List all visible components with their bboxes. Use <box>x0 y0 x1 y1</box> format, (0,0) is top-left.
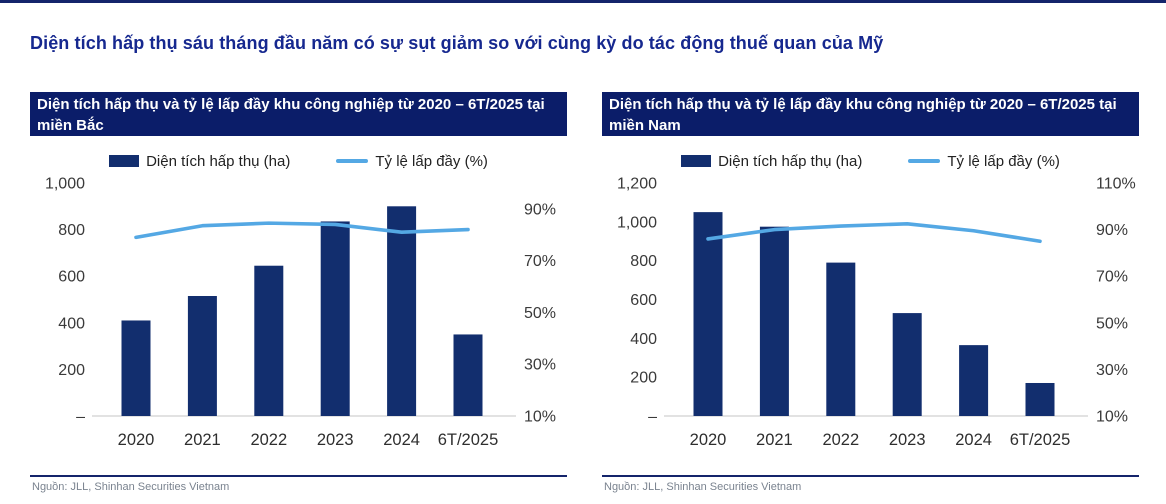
x-axis-label: 2021 <box>756 431 793 449</box>
x-axis-label: 2022 <box>822 431 859 449</box>
chart-svg: 1,000 800 600 400 200 – 90% 70% 50% 30% 10% 2020 202… <box>45 176 556 450</box>
legend-bar-label: Diện tích hấp thụ (ha) <box>146 152 291 170</box>
bar-2024 <box>959 345 989 416</box>
legend-item-occupancy: Tỷ lệ lấp đầy (%) <box>908 153 1060 170</box>
left-axis-tick-label: 1,000 <box>617 214 657 231</box>
left-axis-tick-label: – <box>76 409 85 426</box>
legend-north: Diện tích hấp thụ (ha) Tỷ lệ lấp đầy (%) <box>30 152 567 170</box>
right-axis-tick-label: 10% <box>1096 409 1128 426</box>
bar-swatch-icon <box>681 155 712 167</box>
right-axis-tick-label: 90% <box>1096 222 1128 239</box>
x-axis-label: 2024 <box>955 431 992 449</box>
x-axis-label: 2020 <box>690 431 727 449</box>
legend-item-absorption: Diện tích hấp thụ (ha) <box>681 153 862 170</box>
x-axis-label: 2024 <box>383 431 420 449</box>
source-divider <box>30 475 567 477</box>
bar-2021 <box>759 226 789 416</box>
right-axis-tick-label: 110% <box>1096 176 1136 193</box>
bar-6T/2025 <box>1025 382 1055 416</box>
bar-2022 <box>826 262 856 416</box>
legend-line-label: Tỷ lệ lấp đầy (%) <box>947 152 1060 170</box>
right-axis-tick-label: 30% <box>1096 362 1128 379</box>
chart-header-south: Diện tích hấp thụ và tỷ lệ lấp đầy khu c… <box>602 92 1139 136</box>
combo-chart-north: 1,000 800 600 400 200 – 90% 70% 50% 30% 10% 2020 202… <box>30 173 567 469</box>
left-axis-tick-label: 1,200 <box>617 176 657 193</box>
bar-2023 <box>320 221 350 416</box>
bar-2020 <box>121 320 151 416</box>
left-axis-tick-label: 400 <box>630 331 657 348</box>
bar-swatch-icon <box>109 155 140 167</box>
left-axis-tick-label: 800 <box>630 253 657 270</box>
chart-panel-south: Diện tích hấp thụ và tỷ lệ lấp đầy khu c… <box>602 92 1139 502</box>
left-axis-tick-label: 600 <box>630 292 657 309</box>
left-axis-tick-label: 800 <box>58 222 85 239</box>
bar-2020 <box>693 212 723 416</box>
right-axis-tick-label: 90% <box>524 201 556 218</box>
bar-6T/2025 <box>453 334 483 416</box>
legend-item-absorption: Diện tích hấp thụ (ha) <box>109 153 290 170</box>
source-text: Nguồn: JLL, Shinhan Securities Vietnam <box>32 481 230 493</box>
page-title: Diện tích hấp thụ sáu tháng đầu năm có s… <box>30 33 884 53</box>
left-axis-tick-label: – <box>648 409 657 426</box>
right-axis-tick-label: 70% <box>1096 269 1128 286</box>
legend-item-occupancy: Tỷ lệ lấp đầy (%) <box>336 153 488 170</box>
left-axis-tick-label: 600 <box>58 269 85 286</box>
bar-2023 <box>892 313 922 416</box>
source-divider <box>602 475 1139 477</box>
right-axis-tick-label: 70% <box>524 253 556 270</box>
combo-chart-south: 1,200 1,000 800 600 400 200 – 110% 90% 70% 50% 30% 1… <box>602 173 1139 469</box>
x-axis-label: 2022 <box>250 431 287 449</box>
legend-south: Diện tích hấp thụ (ha) Tỷ lệ lấp đầy (%) <box>602 152 1139 170</box>
chart-header-north: Diện tích hấp thụ và tỷ lệ lấp đầy khu c… <box>30 92 567 136</box>
x-axis-label: 6T/2025 <box>1010 431 1071 449</box>
left-axis-tick-label: 400 <box>58 315 85 332</box>
bar-2021 <box>187 296 217 416</box>
right-axis-tick-label: 30% <box>524 357 556 374</box>
bar-2024 <box>387 206 417 416</box>
x-axis-label: 2023 <box>889 431 926 449</box>
left-axis-tick-label: 200 <box>630 370 657 387</box>
x-axis-label: 2023 <box>317 431 354 449</box>
bar-2022 <box>254 265 284 416</box>
left-axis-tick-label: 200 <box>58 362 85 379</box>
right-axis-tick-label: 50% <box>524 305 556 322</box>
right-axis-tick-label: 10% <box>524 409 556 426</box>
chart-panel-north: Diện tích hấp thụ và tỷ lệ lấp đầy khu c… <box>30 92 567 502</box>
x-axis-label: 6T/2025 <box>438 431 499 449</box>
x-axis-label: 2020 <box>118 431 155 449</box>
occupancy-line <box>134 221 470 240</box>
chart-svg: 1,200 1,000 800 600 400 200 – 110% 90% 70% 50% 30% 1… <box>617 176 1136 450</box>
legend-bar-label: Diện tích hấp thụ (ha) <box>718 152 863 170</box>
left-axis-tick-label: 1,000 <box>45 176 85 193</box>
line-swatch-icon <box>908 159 941 163</box>
source-text: Nguồn: JLL, Shinhan Securities Vietnam <box>604 481 802 493</box>
x-axis-label: 2021 <box>184 431 221 449</box>
right-axis-tick-label: 50% <box>1096 315 1128 332</box>
legend-line-label: Tỷ lệ lấp đầy (%) <box>375 152 488 170</box>
occupancy-line <box>706 221 1042 244</box>
line-swatch-icon <box>336 159 369 163</box>
